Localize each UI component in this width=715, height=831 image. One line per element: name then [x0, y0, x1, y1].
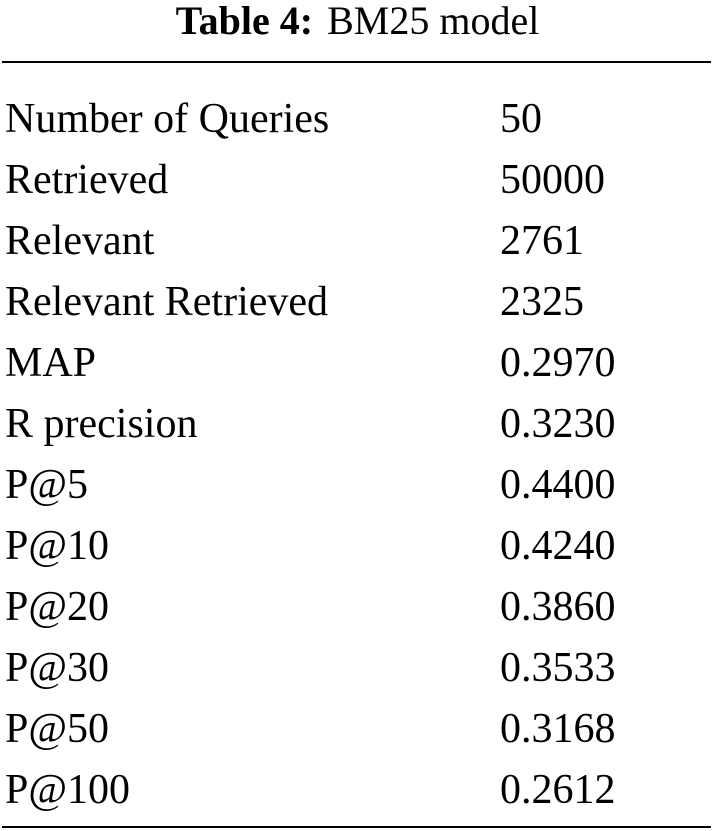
row-label: P@20	[5, 584, 110, 630]
row-label: R precision	[5, 401, 198, 447]
row-value: 0.3533	[500, 645, 616, 691]
top-rule	[2, 61, 711, 63]
row-value: 0.4400	[500, 462, 616, 508]
row-value: 0.3168	[500, 706, 616, 752]
row-value: 2761	[500, 218, 584, 264]
row-value: 0.3860	[500, 584, 616, 630]
table-caption: Table 4: BM25 model	[0, 0, 715, 42]
bottom-rule	[2, 826, 711, 828]
row-label: P@5	[5, 462, 89, 508]
row-label: Retrieved	[5, 157, 169, 203]
row-value: 0.4240	[500, 523, 616, 569]
row-value: 0.2970	[500, 340, 616, 386]
row-label: P@30	[5, 645, 110, 691]
row-label: P@100	[5, 767, 131, 813]
row-label: P@10	[5, 523, 110, 569]
row-label: MAP	[5, 340, 97, 386]
row-value: 2325	[500, 279, 584, 325]
row-value: 50	[500, 96, 542, 142]
row-value: 0.2612	[500, 767, 616, 813]
row-label: Relevant Retrieved	[5, 279, 329, 325]
row-value: 50000	[500, 157, 605, 203]
row-label: P@50	[5, 706, 110, 752]
caption-label: Table 4:	[175, 0, 314, 43]
caption-text: BM25 model	[327, 0, 540, 43]
row-value: 0.3230	[500, 401, 616, 447]
row-label: Relevant	[5, 218, 155, 264]
row-label: Number of Queries	[5, 96, 330, 142]
